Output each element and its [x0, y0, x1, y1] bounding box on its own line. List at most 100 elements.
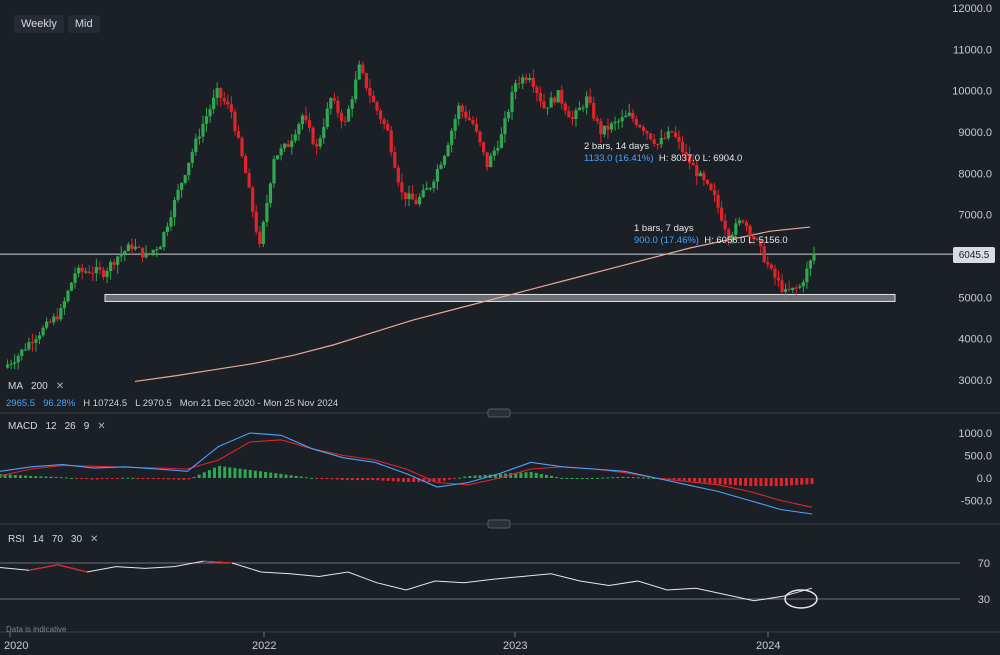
price-type-button[interactable]: Mid	[67, 15, 100, 33]
candle-body	[396, 167, 400, 183]
candle-body	[265, 203, 269, 222]
macd-histogram-bar	[754, 478, 758, 487]
candle-body	[183, 175, 187, 183]
macd-histogram-bar	[739, 478, 743, 486]
candle-body	[588, 96, 592, 103]
candle-body	[105, 271, 109, 278]
candle-body	[226, 101, 230, 105]
candle-body	[716, 194, 720, 208]
candle-body	[794, 287, 798, 289]
macd-signal: 9	[83, 421, 90, 432]
macd-histogram-bar	[294, 475, 298, 478]
macd-histogram-bar	[473, 475, 477, 478]
candle-body	[563, 103, 567, 111]
candle-body	[300, 115, 305, 125]
candle-body	[229, 104, 233, 112]
interval-button[interactable]: Weekly	[14, 15, 64, 33]
candle-body	[695, 165, 699, 177]
candle-body	[73, 273, 77, 283]
macd-histogram-bar	[417, 478, 421, 483]
candle-body	[787, 289, 791, 291]
macd-histogram-bar	[800, 478, 804, 485]
macd-histogram-bar	[641, 477, 645, 479]
macd-pane	[0, 432, 814, 515]
macd-histogram-bar	[805, 478, 809, 485]
rsi-label: RSI	[8, 534, 25, 545]
macd-histogram-bar	[483, 474, 487, 478]
current-price-label: 6045.5	[953, 247, 995, 263]
candle-body	[279, 148, 283, 156]
candle-body	[98, 267, 102, 270]
macd-histogram-bar	[784, 478, 788, 486]
macd-histogram-bar	[49, 476, 53, 478]
macd-histogram-bar	[703, 478, 707, 483]
candle-body	[382, 119, 386, 125]
annotation-high-low: H: 6056.0 L: 5156.0	[704, 235, 788, 246]
candle-body	[680, 141, 685, 152]
candle-body	[531, 77, 535, 88]
candle-body	[474, 123, 479, 132]
candle-body	[23, 349, 27, 351]
candle-body	[489, 155, 493, 168]
candle-body	[421, 189, 425, 197]
chart-overlays	[0, 226, 955, 383]
close-icon[interactable]: ✕	[90, 534, 99, 545]
candle-body	[322, 126, 326, 139]
candle-body	[325, 108, 329, 127]
rsi-axis: 70 30	[0, 558, 990, 606]
macd-histogram-bar	[534, 472, 538, 478]
candle-body	[791, 287, 795, 290]
rsi-lower: 30	[70, 534, 83, 545]
macd-histogram-bar	[498, 473, 502, 478]
macd-histogram-bar	[626, 476, 630, 478]
rsi-tick-label: 70	[978, 558, 990, 570]
macd-histogram-bar	[611, 477, 615, 479]
macd-histogram-bar	[54, 476, 58, 478]
close-icon[interactable]: ✕	[55, 381, 65, 392]
candle-body	[634, 118, 638, 125]
ma-value: 2965.5	[6, 398, 36, 409]
macd-histogram-bar	[355, 478, 359, 481]
candle-body	[318, 138, 322, 147]
rsi-indicator-label: RSI 14 70 30 ✕	[8, 534, 98, 545]
macd-histogram-bar	[279, 473, 283, 478]
candle-body	[723, 220, 727, 230]
measure-annotation-1: 2 bars, 14 days 1133.0 (16.41%) H: 8037.…	[584, 141, 742, 165]
macd-histogram-bar	[693, 478, 697, 482]
macd-histogram-bar	[146, 478, 150, 479]
candle-body	[247, 173, 251, 188]
macd-histogram-bar	[167, 478, 171, 480]
candle-body	[144, 252, 148, 258]
candle-body	[69, 282, 74, 291]
disclaimer: Data is indicative	[6, 625, 67, 634]
ma-range: Mon 21 Dec 2020 - Mon 25 Nov 2024	[179, 398, 339, 409]
candle-body	[108, 262, 113, 272]
macd-histogram-bar	[376, 478, 380, 481]
candle-body	[13, 362, 17, 364]
price-tick-label: 7000.0	[958, 210, 992, 222]
macd-histogram-bar	[18, 475, 22, 478]
candle-body	[805, 268, 809, 283]
macd-histogram-bar	[95, 478, 99, 480]
annotation-title: 1 bars, 7 days	[634, 223, 694, 234]
macd-histogram-bar	[75, 478, 79, 479]
candle-body	[204, 116, 209, 124]
candle-body	[240, 137, 244, 157]
candle-body	[762, 246, 766, 263]
candle-body	[663, 138, 667, 140]
ma-info-row: 2965.5 96.28% H 10724.5 L 2970.5 Mon 21 …	[6, 398, 338, 409]
close-icon[interactable]: ✕	[97, 421, 106, 432]
candle-body	[194, 138, 198, 153]
candle-body	[549, 97, 553, 108]
macd-histogram-bar	[350, 478, 354, 481]
candle-body	[656, 144, 660, 146]
macd-histogram-bar	[269, 472, 273, 478]
price-tick-label: 11000.0	[953, 44, 992, 56]
candle-body	[258, 231, 262, 244]
candle-body	[517, 83, 521, 85]
macd-line	[0, 432, 813, 515]
candle-body	[428, 188, 432, 190]
rsi-upper: 70	[51, 534, 63, 545]
